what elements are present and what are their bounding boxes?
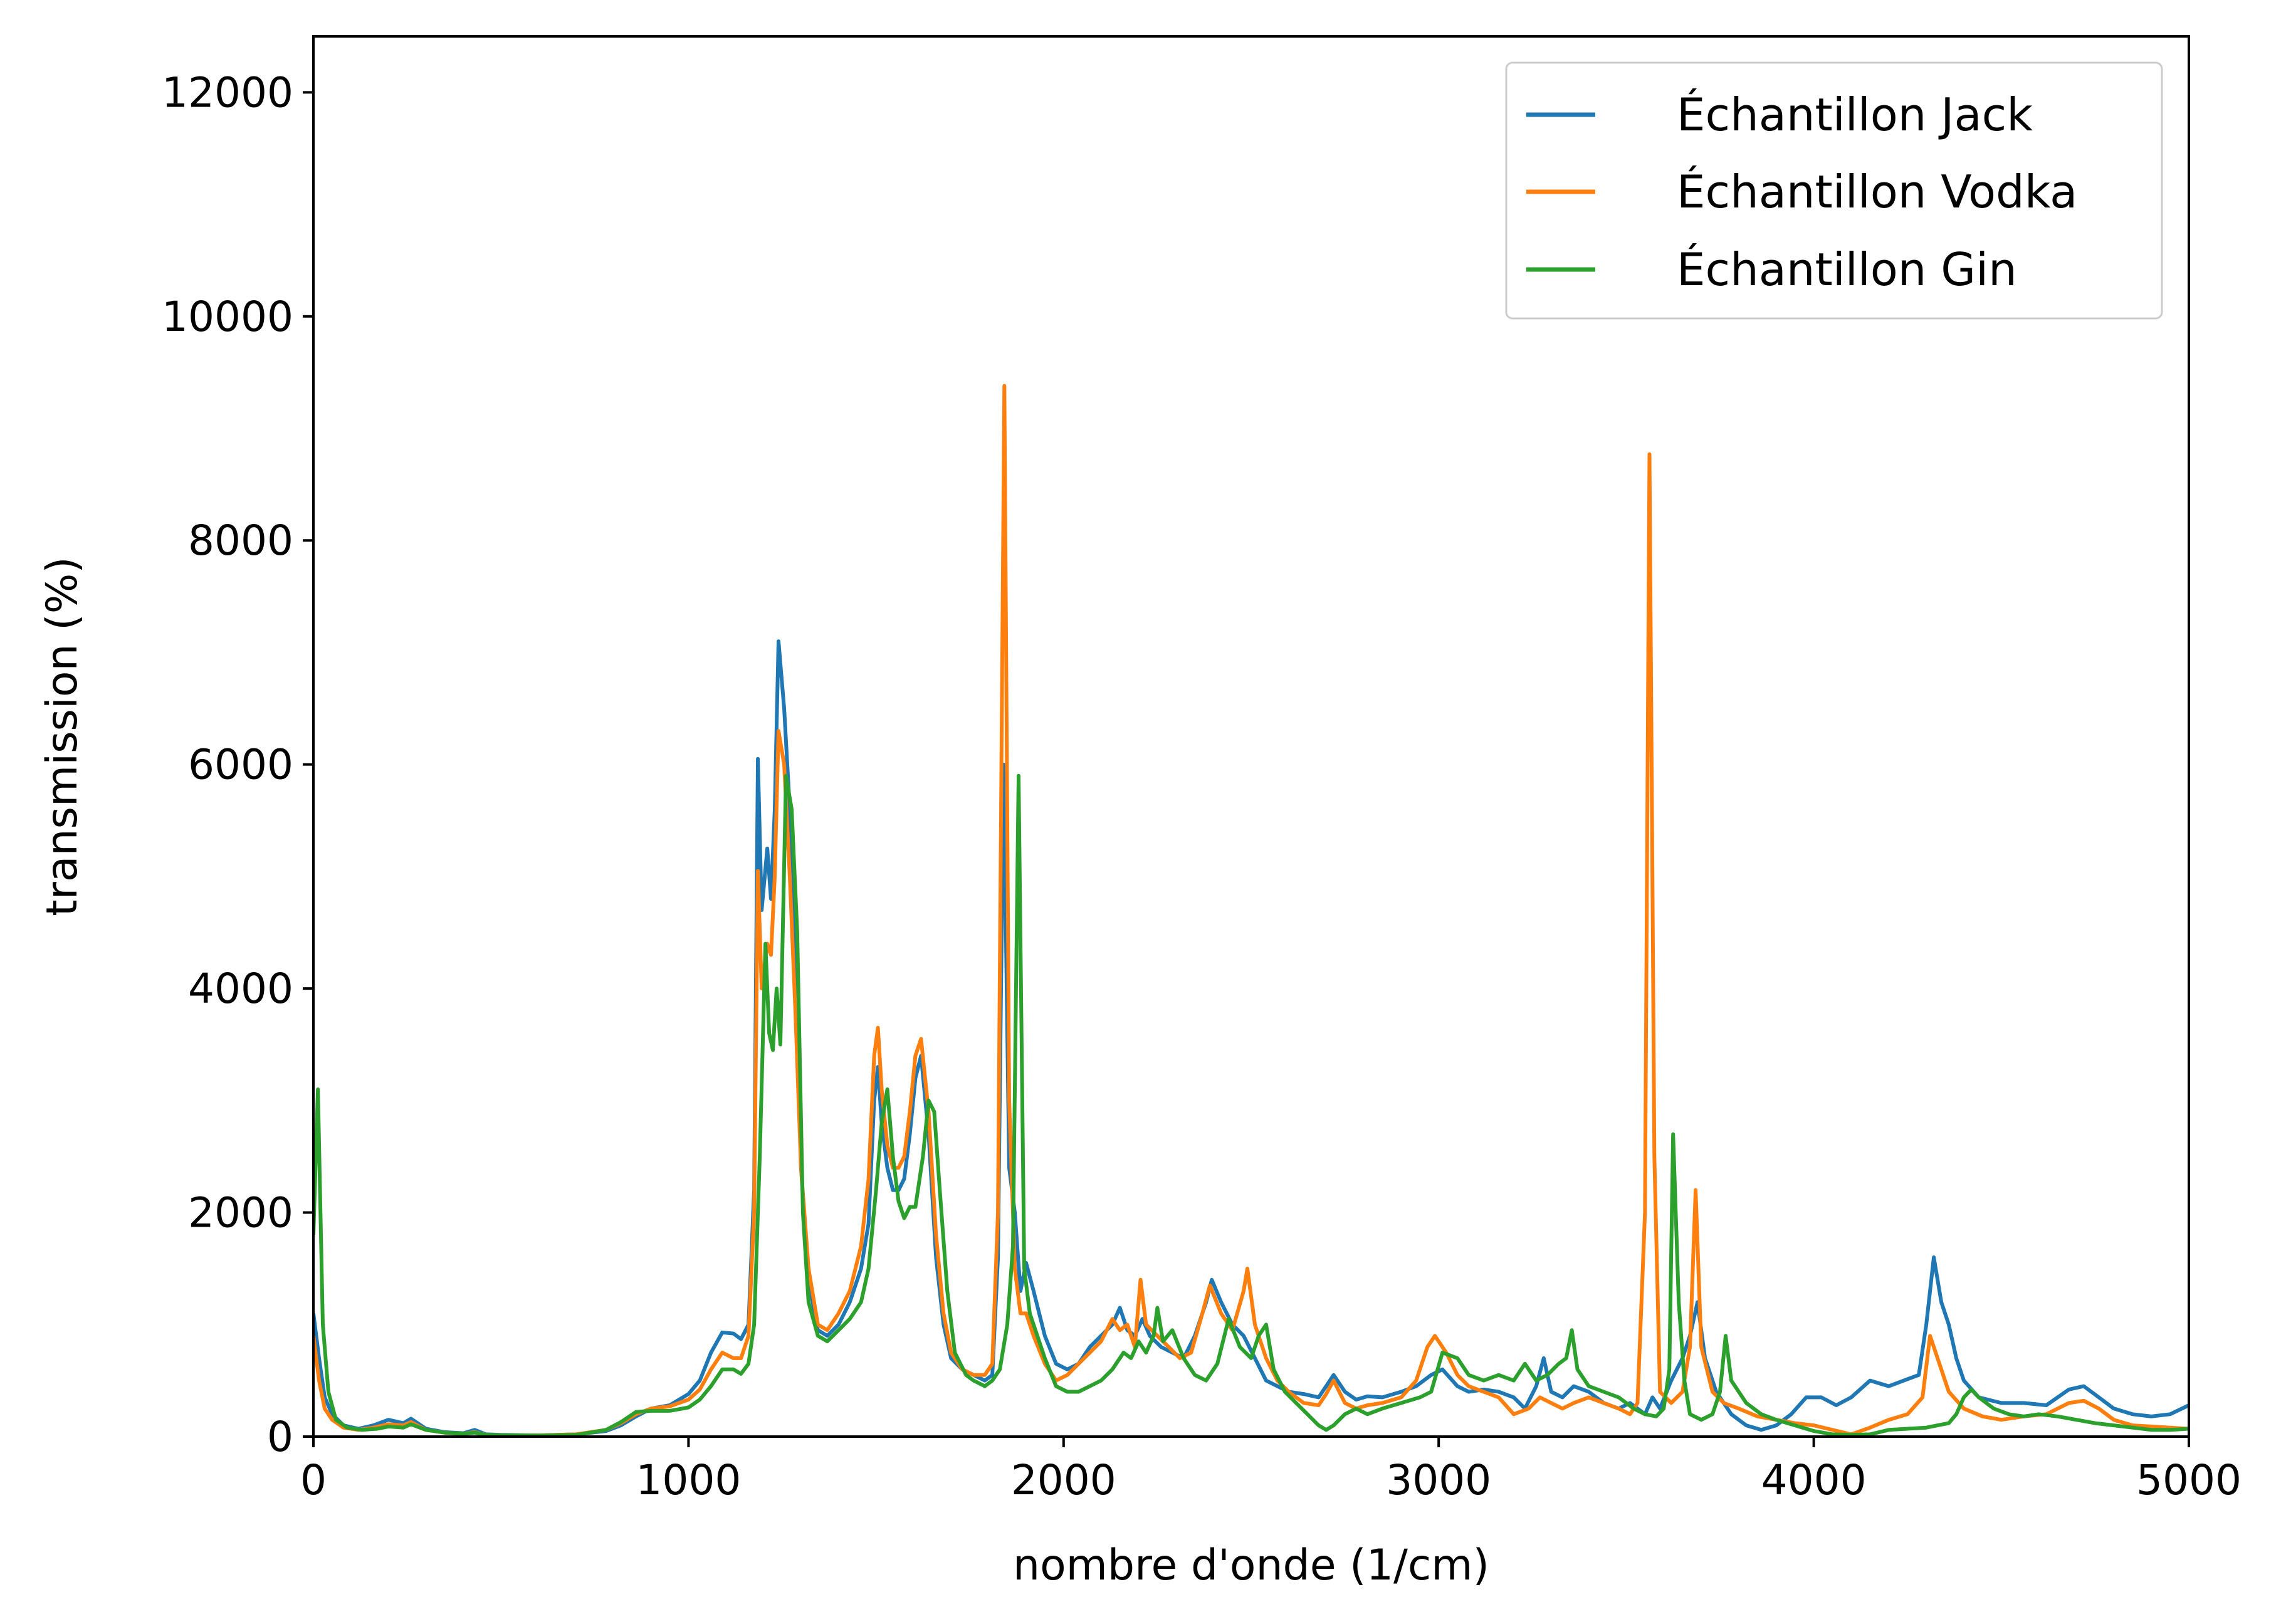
y-axis-label: transmission (%) — [38, 557, 87, 916]
x-tick-label: 3000 — [1386, 1456, 1491, 1504]
axis-ticks: 0 1000 2000 3000 4000 5000 0 2000 4000 6000 8000 10… — [162, 68, 2242, 1504]
y-tick-label: 8000 — [188, 516, 293, 565]
x-axis-label: nombre d'onde (1/cm) — [1013, 1541, 1489, 1590]
x-tick-label: 1000 — [636, 1456, 741, 1504]
plot-frame — [312, 35, 2190, 1438]
y-tick-label: 10000 — [162, 293, 293, 341]
x-tick-label: 5000 — [2136, 1456, 2242, 1504]
legend-box — [1505, 61, 2163, 320]
legend-label-gin: Échantillon Gin — [1677, 243, 2017, 296]
y-tick-label: 0 — [267, 1413, 293, 1461]
x-tick-label: 4000 — [1761, 1456, 1867, 1504]
legend-label-vodka: Échantillon Vodka — [1677, 165, 2077, 218]
series-line-jack — [313, 639, 2189, 1437]
y-tick-label: 12000 — [162, 68, 293, 117]
x-tick-label: 0 — [300, 1456, 327, 1504]
legend: Échantillon Jack Échantillon Vodka Échan… — [1505, 61, 2163, 320]
y-tick-label: 2000 — [188, 1189, 293, 1237]
y-tick-label: 6000 — [188, 741, 293, 789]
plot-area — [313, 384, 2189, 1437]
y-tick-label: 4000 — [188, 965, 293, 1013]
series-line-gin — [313, 773, 2189, 1437]
x-tick-label: 2000 — [1011, 1456, 1116, 1504]
legend-label-jack: Échantillon Jack — [1677, 88, 2033, 141]
